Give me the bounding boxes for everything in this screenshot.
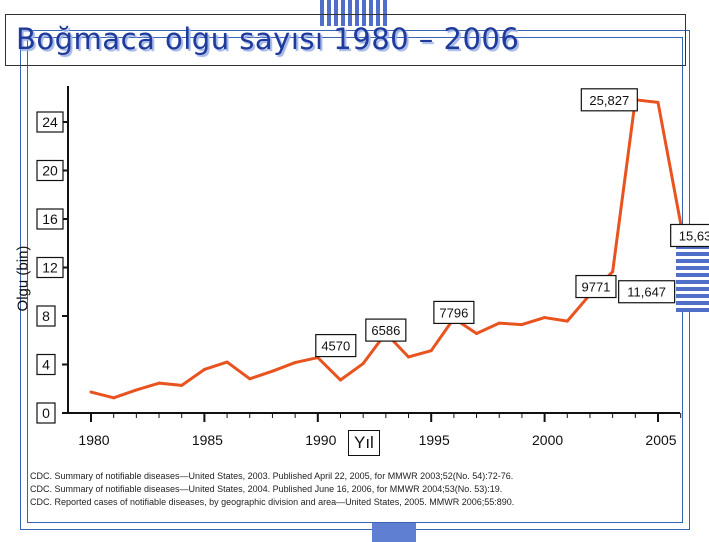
y-tick-label-box (36, 256, 64, 279)
y-tick-label: 24 (42, 114, 58, 130)
data-label-box (670, 223, 709, 248)
x-tick-label: 1990 (305, 432, 336, 448)
right-stripe-decoration (676, 246, 709, 312)
data-point (270, 369, 274, 373)
data-label: 9771 (581, 280, 610, 295)
chart-marks (89, 98, 683, 400)
data-label: 6586 (371, 323, 400, 338)
data-label: 4570 (321, 339, 350, 354)
y-tick-label: 8 (42, 308, 50, 324)
data-label-box (618, 280, 676, 304)
data-point (429, 349, 433, 353)
source-note-3: CDC. Reported cases of notifiable diseas… (30, 497, 515, 507)
y-tick-label: 20 (42, 163, 58, 179)
data-point (475, 331, 479, 335)
data-point (134, 388, 138, 392)
x-tick-label: 2000 (532, 432, 563, 448)
data-point (157, 381, 161, 385)
x-tick-label: 2005 (645, 432, 676, 448)
y-tick-label: 4 (42, 357, 50, 373)
y-tick-label: 16 (42, 211, 58, 227)
data-label-box (365, 318, 407, 342)
data-point (225, 360, 229, 364)
y-tick-label-box (36, 305, 56, 327)
data-point (202, 367, 206, 371)
data-point (361, 362, 365, 366)
data-point (89, 390, 93, 394)
data-point (338, 378, 342, 382)
data-label-box (580, 88, 638, 112)
data-label: 11,647 (627, 285, 666, 300)
source-note-2: CDC. Summary of notifiable diseases—Unit… (30, 484, 503, 494)
chart-data-labels: 4570 6586 7796 9771 11,647 25,827 15,632 (315, 88, 709, 358)
data-point (656, 100, 660, 104)
y-tick-label: 12 (42, 260, 58, 276)
slide-title: Boğmaca olgu sayısı 1980 – 2006 (16, 22, 520, 56)
data-point (497, 321, 501, 325)
y-tick-label-box (36, 111, 64, 133)
data-point (112, 396, 116, 400)
y-tick-label-box (36, 208, 64, 230)
series-line (90, 98, 683, 400)
x-axis-label: Yıl (348, 430, 380, 456)
data-point (520, 323, 524, 327)
bottom-bar-decoration (372, 523, 416, 542)
data-point (543, 316, 547, 320)
y-tick-label-box (36, 159, 64, 182)
x-tick-label: 1980 (78, 432, 109, 448)
y-tick-label-box (36, 402, 56, 424)
x-tick-label: 1985 (192, 432, 223, 448)
data-label-box (575, 274, 617, 299)
data-point (180, 383, 184, 387)
data-point (407, 355, 411, 359)
source-notes: CDC. Summary of notifiable diseases—Unit… (30, 470, 514, 509)
data-label: 25,827 (589, 93, 629, 108)
y-tick-label: 0 (42, 405, 50, 421)
x-tick-label: 1995 (419, 432, 450, 448)
data-label-box (433, 300, 475, 325)
data-label-box (315, 333, 357, 358)
title-box (5, 14, 686, 66)
source-note-1: CDC. Summary of notifiable diseases—Unit… (30, 471, 514, 481)
data-label: 15,632 (679, 228, 709, 243)
chart-axes: 0 4 8 12 16 20 24 1980 1985 1990 1995 2000 2005 (36, 86, 682, 448)
y-axis-label: Olgu (bin) (14, 245, 32, 312)
data-point (293, 361, 297, 365)
data-point (565, 319, 569, 323)
y-tick-label-box (36, 353, 56, 376)
data-label: 7796 (439, 305, 468, 320)
data-point (611, 270, 615, 274)
data-point (248, 377, 252, 381)
top-stripe-decoration (320, 0, 390, 26)
